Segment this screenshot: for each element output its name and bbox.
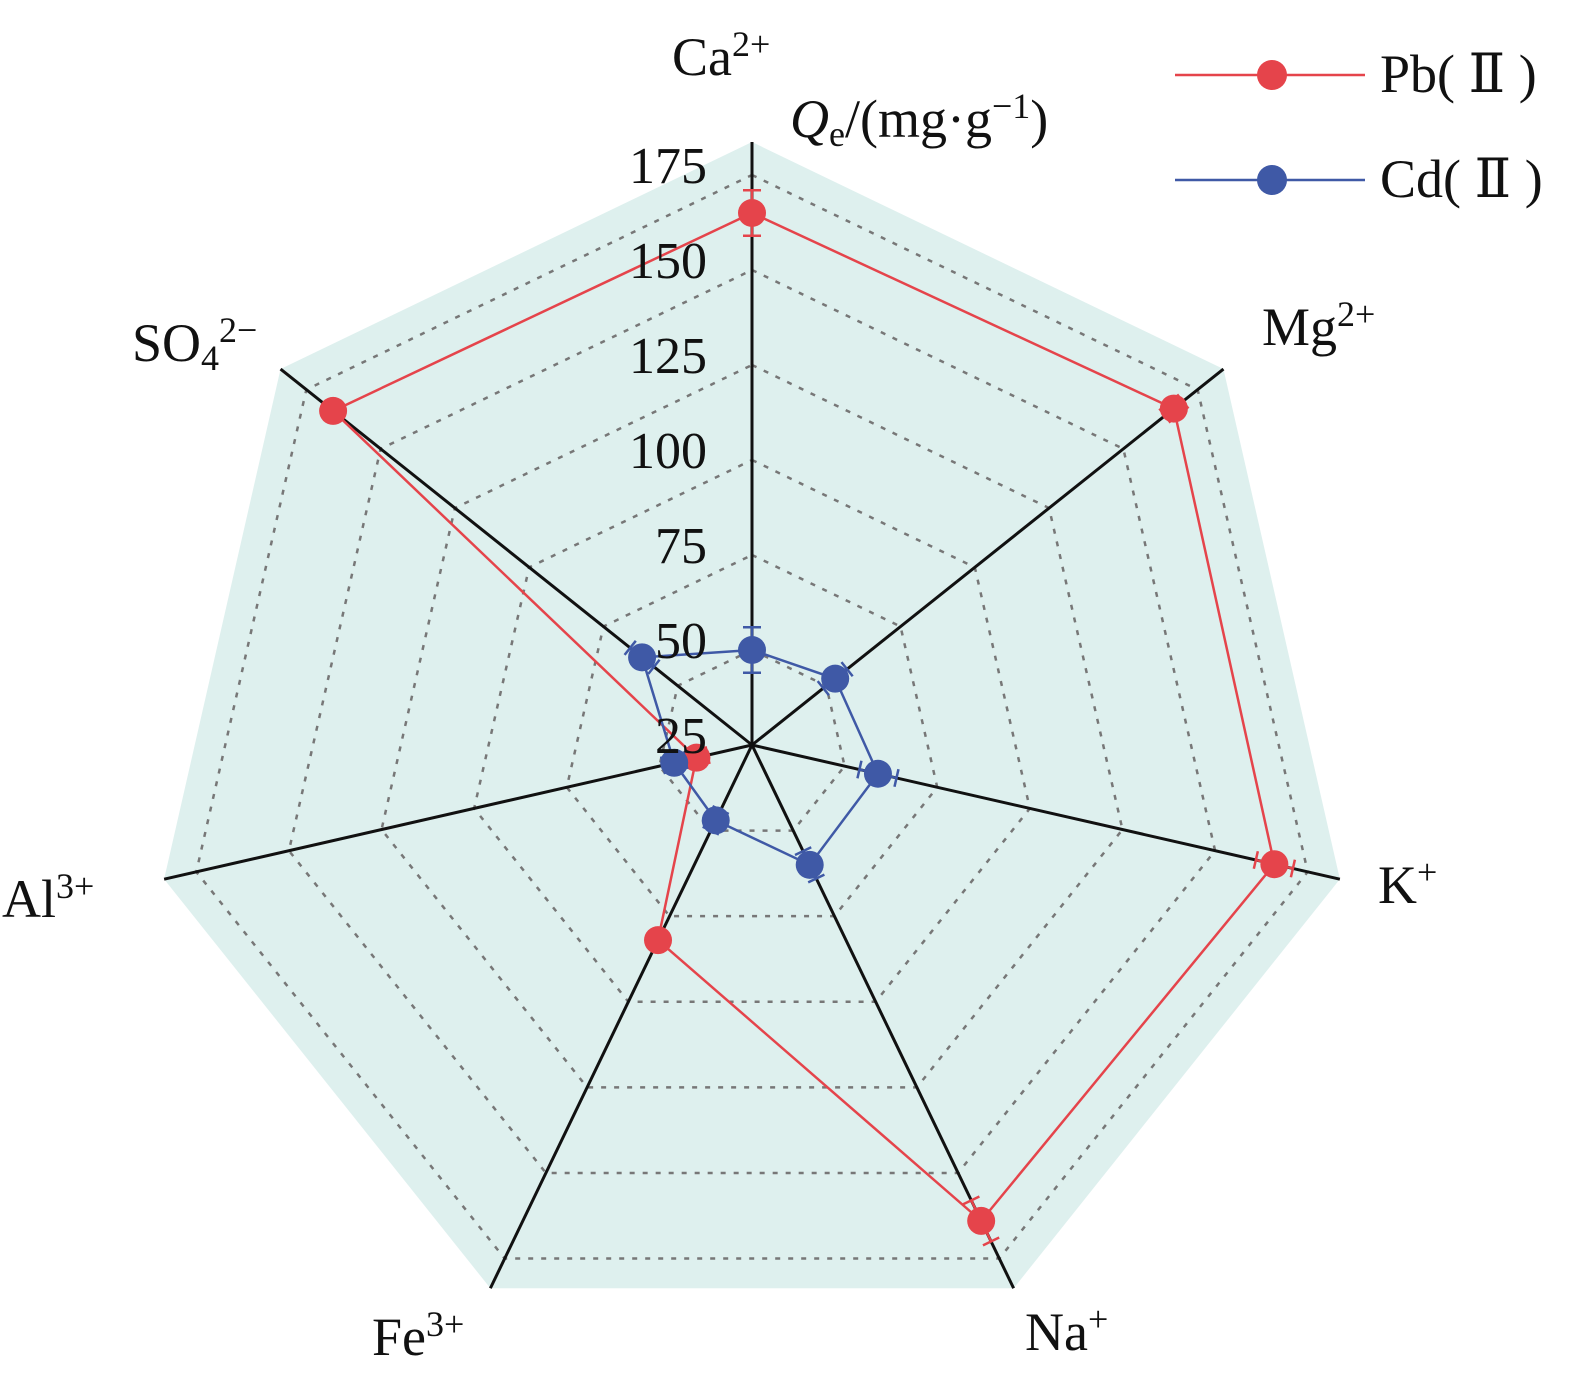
error-cap [807,873,825,884]
grid-ring [472,458,1032,1004]
data-point [795,850,824,879]
legend-label: Pb( Ⅱ ) [1380,44,1537,104]
axis-label: SO42− [132,310,258,378]
tick-label: 150 [629,233,707,290]
axis-label: Mg2+ [1262,294,1376,357]
grid-ring [194,173,1310,1260]
tick-label: 175 [629,138,707,195]
error-cap [840,661,854,677]
data-point [319,396,348,425]
axis-label: Ca2+ [672,24,771,87]
data-point [738,636,766,664]
grid-ring [658,648,846,832]
error-cap [962,1195,980,1206]
series-line-1 [640,648,880,867]
error-cap [794,846,812,857]
axis-line [489,744,754,1289]
error-cap [816,680,830,696]
tick-label: 125 [629,328,707,385]
data-point [1159,394,1188,423]
error-cap [893,768,900,788]
series-line-0 [330,211,1276,1223]
legend-marker [1257,165,1287,195]
tick-label: 75 [655,518,707,575]
data-point [821,664,850,693]
axis-line [163,743,753,881]
axis-label: K+ [1378,852,1438,915]
error-cap [1252,850,1260,870]
tick-label: 25 [655,708,707,765]
tick-label: 100 [629,423,707,480]
radial-axis-label: Qe/(mg·g−1) [790,86,1049,154]
data-point [644,926,673,955]
legend-marker [1257,60,1287,90]
legend-label: Cd( Ⅱ ) [1380,149,1543,209]
axis-label: Na+ [1025,1299,1109,1362]
data-point [701,806,730,835]
axis-label: Fe3+ [372,1304,465,1367]
error-cap [647,658,661,675]
data-point [863,759,892,788]
error-cap [1289,859,1297,878]
error-cap [982,1236,1000,1247]
data-point [682,743,711,772]
data-point [1260,850,1289,879]
axis-label: Al3+ [2,866,95,929]
error-cap [856,760,863,779]
error-cap [623,640,637,656]
data-point [967,1206,996,1235]
axis-line [279,367,753,747]
data-point [628,643,657,672]
axis-line [750,744,1015,1289]
data-point [738,199,766,227]
data-point [660,748,689,777]
tick-label: 50 [655,613,707,670]
axis-line [751,743,1341,881]
